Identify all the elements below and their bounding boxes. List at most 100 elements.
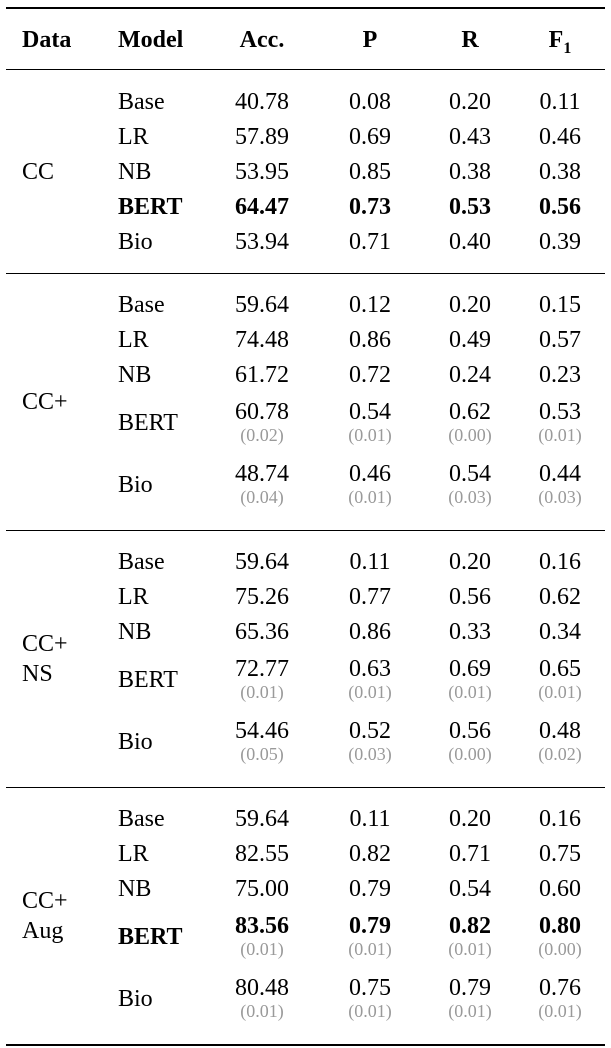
std-value: (0.01) [348,425,392,445]
metric-value: 0.54 [449,875,491,902]
column-header: R [461,26,478,54]
metric-value: 0.79 [349,913,391,939]
column-header: Acc. [240,26,285,54]
metric-value: 0.39 [539,228,581,255]
metric-value: 60.78 [235,399,289,425]
metric-value: 57.89 [235,123,289,150]
header-text: R [461,27,479,53]
model-name: LR [118,326,149,353]
metric-value: 0.80 [539,913,581,939]
metric-value: 0.20 [449,805,491,832]
model-name: Base [118,805,165,832]
rule [6,69,605,70]
model-name: Bio [118,986,153,1012]
metric-value: 0.77 [349,583,391,610]
std-value: (0.01) [538,1001,582,1021]
std-value: (0.01) [348,487,392,507]
metric-value: 0.16 [539,548,581,575]
metric-value: 72.77 [235,656,289,682]
metric-value: 0.62 [539,583,581,610]
model-name: BERT [118,410,178,436]
header-text: P [362,27,378,53]
header-text: F [548,27,564,53]
metric-value: 0.56 [539,193,581,220]
metric-value: 80.48 [235,975,289,1001]
metric-value: 0.53 [539,399,581,425]
metric-value: 0.82 [449,913,491,939]
metric-value: 0.20 [449,291,491,318]
metric-value: 0.46 [349,461,391,487]
metric-value: 0.54 [449,461,491,487]
model-name: LR [118,840,149,867]
metric-value: 83.56 [235,913,289,939]
metric-value: 0.54 [349,399,391,425]
metric-value: 0.85 [349,158,391,185]
metric-value: 82.55 [235,840,289,867]
std-value: (0.00) [538,939,582,959]
std-value: (0.01) [348,682,392,702]
metric-value: 0.63 [349,656,391,682]
rule [6,530,605,531]
std-value: (0.01) [448,1001,492,1021]
std-value: (0.01) [240,1001,284,1021]
metric-value: 75.00 [235,875,289,902]
metric-value: 0.56 [449,583,491,610]
std-value: (0.03) [348,744,392,764]
metric-value: 0.08 [349,88,391,115]
metric-value: 0.69 [449,656,491,682]
metric-value: 65.36 [235,618,289,645]
metric-value: 0.57 [539,326,581,353]
metric-value: 0.79 [449,975,491,1001]
metric-value: 0.60 [539,875,581,902]
model-name: Bio [118,472,153,498]
model-name: BERT [118,193,183,220]
metric-value: 0.48 [539,718,581,744]
metric-value: 53.94 [235,228,289,255]
std-value: (0.03) [448,487,492,507]
header-subscript: 1 [563,39,572,57]
metric-value: 0.44 [539,461,581,487]
model-name: LR [118,583,149,610]
model-name: Bio [118,729,153,755]
metric-value: 0.40 [449,228,491,255]
data-label: CC+ [22,887,68,914]
metric-value: 0.34 [539,618,581,645]
std-value: (0.00) [448,744,492,764]
metric-value: 0.69 [349,123,391,150]
metric-value: 0.72 [349,361,391,388]
metric-value: 0.46 [539,123,581,150]
metric-value: 0.12 [349,291,391,318]
model-name: Base [118,88,165,115]
metric-value: 0.86 [349,618,391,645]
metric-value: 0.82 [349,840,391,867]
model-name: Base [118,291,165,318]
model-name: Bio [118,228,153,255]
metric-value: 0.38 [449,158,491,185]
metric-value: 0.38 [539,158,581,185]
std-value: (0.01) [348,1001,392,1021]
metric-value: 0.65 [539,656,581,682]
data-label: CC+ [22,630,68,657]
metric-value: 0.86 [349,326,391,353]
header-text: Acc. [239,27,285,53]
metric-value: 0.53 [449,193,491,220]
column-header: Data [22,26,71,54]
metric-value: 54.46 [235,718,289,744]
data-label: CC [22,158,55,185]
model-name: NB [118,361,152,388]
model-name: BERT [118,667,178,693]
metric-value: 0.24 [449,361,491,388]
rule [6,7,605,9]
column-header: P [363,26,378,54]
std-value: (0.02) [538,744,582,764]
metric-value: 59.64 [235,805,289,832]
metric-value: 0.76 [539,975,581,1001]
metric-value: 0.16 [539,805,581,832]
metric-value: 64.47 [235,193,289,220]
metric-value: 0.11 [349,548,391,575]
metric-value: 0.71 [349,228,391,255]
metric-value: 0.79 [349,875,391,902]
metric-value: 0.75 [539,840,581,867]
metric-value: 0.20 [449,88,491,115]
metric-value: 53.95 [235,158,289,185]
